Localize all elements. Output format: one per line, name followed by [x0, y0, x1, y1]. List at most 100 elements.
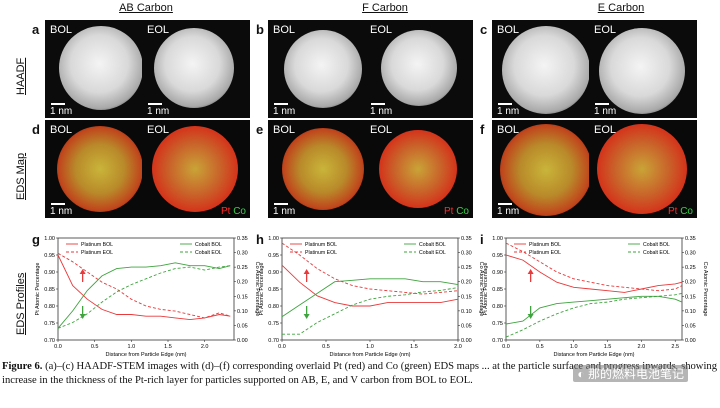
scale-bar	[371, 103, 385, 105]
y-tick-label: 0.70	[492, 338, 503, 344]
series-line-cobalt-bol	[57, 262, 231, 329]
co-legend-label: Co	[680, 206, 693, 217]
element-legend: Pt Co	[221, 206, 246, 217]
profile-chart-h-svg: 0.70 0.75 0.80 0.85 0.90 0.95 1.00 0.00 0.05 0.10…	[259, 236, 484, 358]
x-tick-label: 2.5	[671, 344, 679, 350]
y2-tick-label: 0.00	[461, 338, 472, 344]
haadf-ab-eol-image: EOL 1 nm	[142, 20, 250, 118]
profile-chart-i-svg: 0.70 0.75 0.80 0.85 0.90 0.95 1.00 0.00 0.05 0.10…	[483, 236, 708, 358]
y-tick-label: 0.90	[44, 270, 55, 276]
y2-tick-label: 0.15	[237, 294, 248, 300]
x-tick-label: 0.5	[536, 344, 544, 350]
watermark: ◐ 那的燃料电池笔记	[573, 365, 688, 382]
scale-bar	[51, 103, 65, 105]
y2-tick-label: 0.35	[461, 236, 472, 242]
panel-letter-g: g	[32, 232, 40, 247]
y2-tick-label: 0.10	[461, 309, 472, 315]
panel-letter-h: h	[256, 232, 264, 247]
y-tick-label: 0.85	[268, 287, 279, 293]
scale-bar	[274, 203, 288, 205]
column-title-f: F Carbon	[362, 2, 408, 14]
caption-lead: Figure 6.	[2, 361, 43, 372]
y-tick-label: 0.80	[492, 304, 503, 310]
column-title-ab: AB Carbon	[119, 2, 173, 14]
y2-tick-label: 0.15	[461, 294, 472, 300]
scale-label: 1 nm	[147, 106, 170, 117]
eol-label: EOL	[594, 24, 617, 36]
pt-legend-label: Pt	[667, 206, 678, 217]
eds-ab-bol-map: BOL 1 nm	[45, 120, 153, 218]
eds-e-bol-map: BOL 1 nm	[492, 120, 600, 218]
haadf-f-bol-image: BOL 1 nm	[268, 20, 376, 118]
legend-entry: Cobalt BOL	[419, 242, 446, 248]
legend-entry: Platinum BOL	[305, 242, 337, 248]
scale-bar	[595, 103, 609, 105]
scale-label: 1 nm	[50, 106, 73, 117]
legend-entry: Platinum EOL	[305, 250, 337, 256]
eds-f-bol-map: BOL 1 nm	[268, 120, 376, 218]
bol-label: BOL	[50, 24, 73, 36]
y2-tick-label: 0.10	[685, 309, 696, 315]
series-line-platinum-bol	[505, 254, 683, 293]
profile-chart-h: 0.70 0.75 0.80 0.85 0.90 0.95 1.00 0.00 0.05 0.10…	[254, 230, 486, 358]
haadf-e-eol-image: EOL 1 nm	[589, 20, 697, 118]
y-axis-label: Pt Atomic Percentage	[259, 263, 265, 316]
y2-tick-label: 0.05	[237, 323, 248, 329]
haadf-f-eol-image: EOL 1 nm	[365, 20, 473, 118]
x-tick-label: 0.5	[91, 344, 99, 350]
bol-label: BOL	[50, 124, 73, 136]
panel-letter-a: a	[32, 22, 40, 37]
legend-entry: Platinum BOL	[529, 242, 561, 248]
profile-chart-g: 0.70 0.75 0.80 0.85 0.90 0.95 1.00 0.00 0.05 0.10…	[30, 230, 262, 358]
co-decrease-arrowhead	[527, 314, 534, 319]
x-tick-label: 0.5	[322, 344, 330, 350]
y2-tick-label: 0.20	[237, 280, 248, 286]
scale-bar	[51, 203, 65, 205]
y2-tick-label: 0.35	[237, 236, 248, 242]
series-line-platinum-bol	[281, 264, 459, 307]
scale-bar	[498, 203, 512, 205]
series-line-cobalt-bol	[281, 278, 459, 318]
legend-entry: Platinum EOL	[81, 250, 113, 256]
pt-legend-label: Pt	[220, 206, 231, 217]
y-tick-label: 0.75	[492, 321, 503, 327]
legend-entry: Cobalt BOL	[195, 242, 222, 248]
x-tick-label: 2.0	[454, 344, 462, 350]
y-tick-label: 0.80	[44, 304, 55, 310]
x-axis-label: Distance from Particle Edge (nm)	[106, 352, 187, 358]
y2-tick-label: 0.35	[685, 236, 696, 242]
row-label-haadf: HAADF	[15, 57, 27, 95]
panel-letter-d: d	[32, 122, 40, 137]
legend-entry: Cobalt EOL	[195, 250, 222, 256]
y-tick-label: 0.95	[268, 253, 279, 259]
eol-label: EOL	[147, 124, 170, 136]
y-tick-label: 1.00	[492, 236, 503, 242]
y-tick-label: 0.95	[492, 253, 503, 259]
x-tick-label: 0.0	[502, 344, 510, 350]
y-tick-label: 0.85	[44, 287, 55, 293]
pt-increase-arrowhead	[79, 269, 86, 274]
y2-tick-label: 0.20	[461, 280, 472, 286]
y2-tick-label: 0.15	[685, 294, 696, 300]
legend-entry: Platinum BOL	[81, 242, 113, 248]
scale-label: 1 nm	[273, 106, 296, 117]
eds-ab-eol-map: EOL Pt Co	[142, 120, 250, 218]
series-line-cobalt-eol	[57, 265, 231, 329]
y-tick-label: 1.00	[268, 236, 279, 242]
y2-tick-label: 0.05	[461, 323, 472, 329]
y2-tick-label: 0.30	[237, 251, 248, 257]
y-tick-label: 0.70	[44, 338, 55, 344]
y2-tick-label: 0.25	[237, 265, 248, 271]
panel-letter-c: c	[480, 22, 488, 37]
y2-tick-label: 0.05	[685, 323, 696, 329]
y-tick-label: 0.80	[268, 304, 279, 310]
y-axis-label: Pt Atomic Percentage	[35, 263, 41, 316]
x-tick-label: 1.5	[410, 344, 418, 350]
x-axis-label: Distance from Particle Edge (nm)	[330, 352, 411, 358]
row-label-eds: EDS Map	[15, 152, 27, 200]
eds-f-eol-map: EOL Pt Co	[365, 120, 473, 218]
pt-legend-label: Pt	[443, 206, 454, 217]
y-tick-label: 0.95	[44, 253, 55, 259]
series-line-platinum-bol	[57, 254, 231, 321]
y2-axis-label: Co Atomic Percentage	[254, 262, 260, 317]
